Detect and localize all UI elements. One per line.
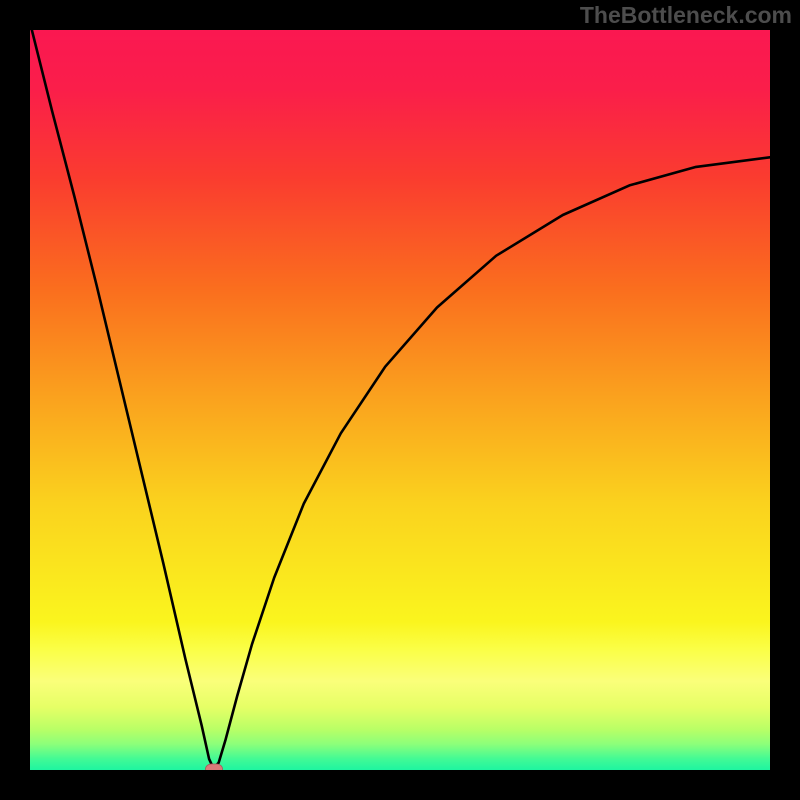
- watermark-text: TheBottleneck.com: [580, 2, 792, 29]
- chart-background-gradient: [30, 30, 770, 770]
- chart-svg: [30, 30, 770, 770]
- chart-plot-area: [30, 30, 770, 770]
- minimum-marker-shape: [205, 764, 222, 770]
- minimum-marker: [205, 763, 223, 770]
